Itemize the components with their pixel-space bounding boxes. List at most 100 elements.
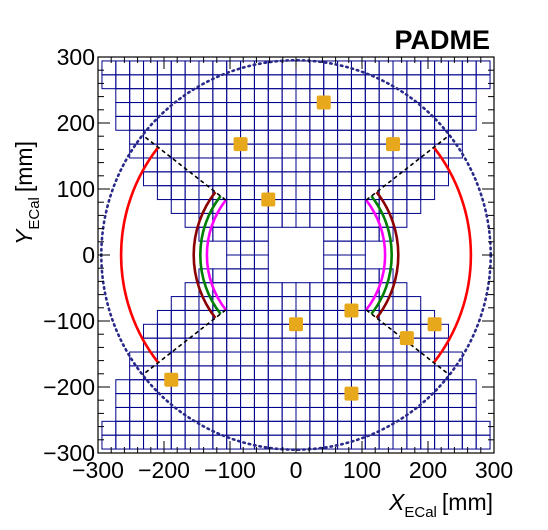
crystal-cell xyxy=(240,323,255,339)
crystal-cell xyxy=(156,129,172,145)
crystal-cell xyxy=(115,102,131,117)
crystal-cell xyxy=(184,296,200,311)
crystal-cell xyxy=(434,434,449,450)
crystal-cell xyxy=(212,102,228,117)
crystal-cell xyxy=(267,296,283,311)
crystal-cell xyxy=(323,199,339,214)
crystal-cell xyxy=(461,420,477,436)
crystal-cell xyxy=(198,323,214,339)
boundary-line xyxy=(142,134,227,201)
crystal-cell xyxy=(378,420,394,436)
crystal-cell xyxy=(295,129,311,145)
crystal-cell xyxy=(184,309,200,325)
crystal-cell xyxy=(198,365,214,381)
crystal-cell xyxy=(406,60,422,76)
crystal-cell xyxy=(143,434,158,450)
crystal-cell xyxy=(350,268,366,284)
crystal-cell xyxy=(337,102,352,117)
crystal-cell xyxy=(184,129,200,145)
crystal-cell xyxy=(295,337,311,353)
crystal-cell xyxy=(226,365,242,381)
crystal-cell xyxy=(364,157,380,173)
crystal-cell xyxy=(170,323,186,339)
crystal-cell xyxy=(198,102,214,117)
crystal-cell xyxy=(253,309,269,325)
crystal-cell xyxy=(350,88,366,104)
crystal-cell xyxy=(115,434,131,450)
crystal-cell xyxy=(198,60,214,76)
crystal-cell xyxy=(184,393,200,408)
x-tick-label: −100 xyxy=(204,457,256,483)
crystal-cell xyxy=(378,157,394,173)
crystal-cell xyxy=(392,379,408,395)
crystal-cell xyxy=(184,406,200,422)
crystal-cell xyxy=(281,199,297,214)
acceptance-arc xyxy=(119,146,160,364)
crystal-cell xyxy=(281,143,297,159)
crystal-cell xyxy=(392,434,408,450)
crystal-cell xyxy=(350,74,366,90)
crystal-cell xyxy=(337,406,352,422)
crystal-cell xyxy=(309,309,325,325)
crystal-cell xyxy=(323,365,339,381)
crystal-cell xyxy=(295,157,311,173)
crystal-cell xyxy=(406,420,422,436)
crystal-cell xyxy=(420,129,436,145)
crystal-cell xyxy=(240,365,255,381)
crystal-cell xyxy=(267,129,283,145)
crystal-cell xyxy=(170,115,186,131)
crystal-cell xyxy=(198,379,214,395)
crystal-cell xyxy=(295,393,311,408)
crystal-cell xyxy=(350,351,366,367)
crystal-cell xyxy=(295,212,311,228)
crystal-cell xyxy=(198,337,214,353)
crystal-cell xyxy=(447,74,463,90)
crystal-cell xyxy=(350,185,366,201)
crystal-cell xyxy=(240,157,255,173)
crystal-cell xyxy=(226,171,242,187)
crystal-cell xyxy=(281,365,297,381)
crystal-cell xyxy=(240,115,255,131)
crystal-cell xyxy=(420,365,436,381)
crystal-cell xyxy=(281,337,297,353)
crystal-cell xyxy=(323,254,339,270)
crystal-cell xyxy=(350,212,366,228)
acceptance-arc xyxy=(432,146,473,364)
crystal-cell xyxy=(323,406,339,422)
crystal-cell xyxy=(156,157,172,173)
crystal-cell xyxy=(253,102,269,117)
crystal-cell xyxy=(378,323,394,339)
crystal-cell xyxy=(226,74,242,90)
crystal-cell xyxy=(420,157,436,173)
crystal-cell xyxy=(295,365,311,381)
crystal-cell xyxy=(267,420,283,436)
y-tick-label: 300 xyxy=(57,44,95,70)
crystal-cell xyxy=(267,309,283,325)
crystal-cell xyxy=(198,406,214,422)
crystal-cell xyxy=(143,323,158,339)
crystal-cell xyxy=(392,406,408,422)
crystal-cell xyxy=(323,171,339,187)
crystal-cell xyxy=(295,282,311,298)
crystal-cell xyxy=(198,129,214,145)
crystal-cell xyxy=(240,226,255,242)
crystal-cell xyxy=(309,74,325,90)
crystal-cell xyxy=(350,115,366,131)
crystal-cell xyxy=(295,60,311,76)
y-tick-label: −200 xyxy=(43,374,95,400)
crystal-cell xyxy=(475,60,491,76)
crystal-cell xyxy=(198,74,214,90)
crystal-cell xyxy=(170,74,186,90)
crystal-cell xyxy=(240,171,255,187)
crystal-cell xyxy=(434,406,449,422)
crystal-cell xyxy=(337,212,352,228)
crystal-cell xyxy=(323,323,339,339)
crystal-cell xyxy=(364,351,380,367)
crystal-cell xyxy=(337,268,352,284)
crystal-cell xyxy=(323,420,339,436)
crystal-cell xyxy=(267,337,283,353)
crystal-cell xyxy=(447,379,463,395)
crystal-cell xyxy=(420,115,436,131)
crystal-cell xyxy=(364,406,380,422)
